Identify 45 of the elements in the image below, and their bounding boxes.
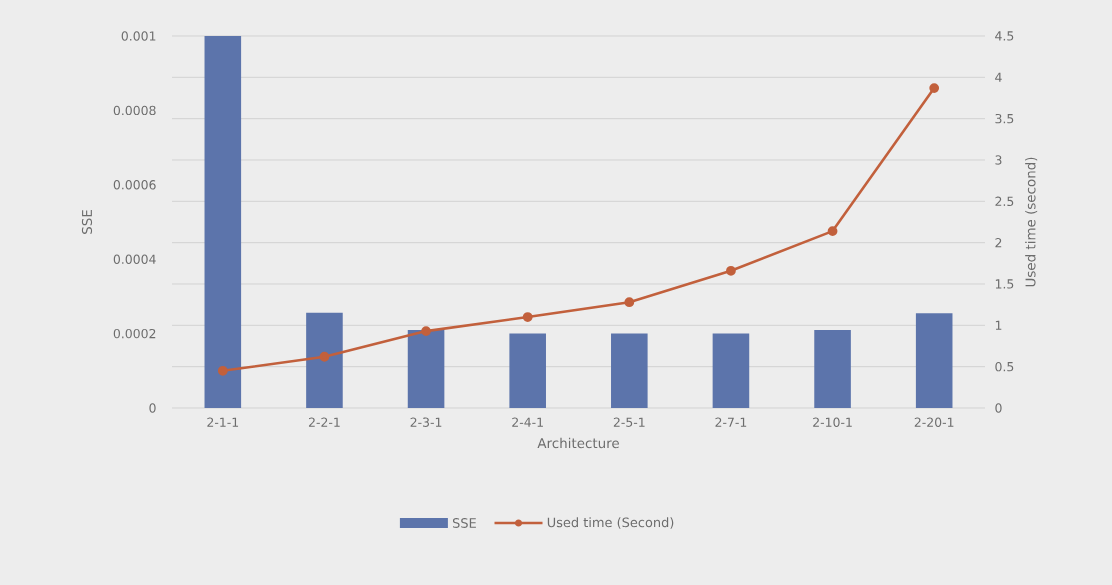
point <box>421 326 431 336</box>
y2-tick-label: 0 <box>995 403 1002 413</box>
y2-tick-label: 0.5 <box>995 361 1014 372</box>
point <box>929 83 940 93</box>
bar <box>306 312 343 408</box>
x-tick-label: 2-1-1 <box>207 417 239 427</box>
bar <box>611 333 648 408</box>
y2-tick-label: 1 <box>995 320 1002 330</box>
x-axis-title: Architecture <box>537 437 619 449</box>
point <box>726 265 736 276</box>
bar <box>407 329 445 408</box>
y2-tick-label: 2 <box>995 238 1002 248</box>
y2-axis-title: Used time (second) <box>1025 157 1038 287</box>
x-tick-label: 2-20-1 <box>914 417 954 427</box>
point <box>217 365 228 376</box>
y-tick-label: 0 <box>149 403 156 413</box>
point <box>319 351 330 362</box>
y2-tick-label: 3.5 <box>995 113 1014 124</box>
x-tick-label: 2-5-1 <box>613 417 645 427</box>
bar <box>712 333 750 408</box>
y2-tick-label: 2.5 <box>995 196 1014 207</box>
legend-label: Used time (Second) <box>547 517 674 529</box>
bar <box>509 333 546 408</box>
x-tick-label: 2-7-1 <box>715 417 747 427</box>
point <box>827 226 838 236</box>
bar <box>915 313 953 408</box>
y2-tick-label: 4 <box>995 72 1002 82</box>
point <box>522 312 533 322</box>
x-tick-label: 2-4-1 <box>512 417 543 427</box>
y-tick-label: 0.0002 <box>113 328 156 339</box>
y-tick-label: 0.0006 <box>113 180 156 190</box>
y2-tick-label: 4.5 <box>995 31 1014 41</box>
y2-tick-label: 1.5 <box>995 279 1014 289</box>
y-axis-title: SSE <box>81 210 93 234</box>
point <box>624 297 635 308</box>
bar <box>204 35 242 408</box>
bar <box>814 329 851 408</box>
x-tick-label: 2-10-1 <box>813 417 852 427</box>
legend-label: SSE <box>452 518 476 528</box>
y-tick-label: 0.001 <box>121 31 156 41</box>
x-tick-label: 2-3-1 <box>410 417 442 427</box>
x-tick-label: 2-2-1 <box>308 417 340 427</box>
y-tick-label: 0.0008 <box>113 105 156 116</box>
y2-tick-label: 3 <box>995 155 1002 165</box>
y-tick-label: 0.0004 <box>113 254 156 264</box>
